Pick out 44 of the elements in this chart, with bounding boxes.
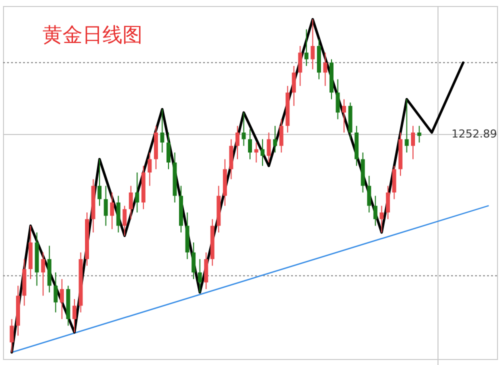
- candlestick: [116, 195, 120, 233]
- candlestick: [266, 132, 271, 164]
- candlestick: [342, 98, 346, 134]
- candlestick: [417, 125, 422, 144]
- candlestick: [192, 242, 196, 280]
- candlestick: [135, 172, 140, 213]
- candlestick: [60, 278, 64, 320]
- candlestick: [166, 132, 170, 170]
- candlestick: [273, 125, 278, 154]
- candlestick: [229, 138, 234, 180]
- candlestick: [41, 252, 46, 296]
- annotation: 1252.89: [452, 128, 497, 141]
- candlestick: [373, 195, 378, 226]
- candlestick: [235, 125, 240, 160]
- candlestick: [323, 52, 328, 86]
- candlestick: [310, 18, 315, 70]
- candlestick: [298, 45, 302, 86]
- candlestick: [10, 318, 14, 353]
- candlestick: [386, 185, 390, 220]
- candlestick: [104, 185, 108, 226]
- candlestick: [254, 142, 258, 164]
- candlestick: [404, 98, 409, 154]
- candlestick: [148, 152, 152, 186]
- candlestick: [248, 128, 252, 160]
- candlestick: [122, 205, 127, 236]
- candlestick: [336, 78, 340, 120]
- candlestick: [160, 108, 164, 154]
- candlestick: [304, 28, 308, 66]
- candlestick: [128, 185, 133, 220]
- candlestick: [260, 138, 265, 166]
- candlestick: [72, 298, 76, 333]
- candlestick: [242, 112, 246, 146]
- candlestick: [204, 252, 208, 290]
- candlestick: [110, 192, 114, 230]
- candlestick: [380, 205, 384, 233]
- candlestick: [392, 165, 396, 200]
- candlestick: [292, 65, 296, 106]
- candlestick: [279, 118, 284, 154]
- chart-title: 黄金日线图: [42, 22, 142, 46]
- candlestick: [98, 158, 102, 206]
- candlestick: [54, 272, 58, 313]
- candlestick: [198, 258, 202, 293]
- candlestick: [367, 175, 372, 213]
- candlestick: [411, 125, 416, 160]
